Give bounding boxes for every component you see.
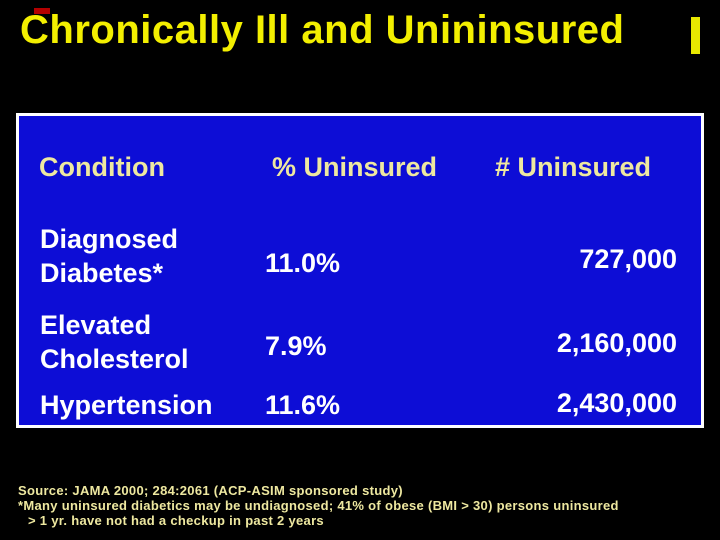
footnote-diabetes: *Many uninsured diabetics may be undiagn… [18,498,619,513]
footnote-checkup: > 1 yr. have not had a checkup in past 2… [28,513,324,528]
table-row-diabetes-condition: Diagnosed Diabetes* [40,222,178,290]
condition-line: Diabetes* [40,258,164,288]
column-header-condition: Condition [39,152,165,182]
condition-line: Diagnosed [40,224,179,254]
red-mark-decoration [34,8,50,14]
table-row-cholesterol-condition: Elevated Cholesterol [40,308,189,376]
table-row-diabetes-num: 727,000 [579,244,677,274]
table-row-hypertension-condition: Hypertension [40,390,213,420]
table-row-diabetes-pct: 11.0% [265,248,341,278]
condition-line: Elevated [40,310,152,340]
condition-line: Cholesterol [40,344,189,374]
table-row-hypertension-num: 2,430,000 [556,388,677,418]
column-header-pct-uninsured: % Uninsured [272,152,438,182]
column-header-num-uninsured: # Uninsured [495,152,652,182]
yellow-bar-decoration [691,17,700,54]
slide-title: Chronically Ill and Unininsured [20,8,625,52]
table-row-hypertension-pct: 11.6% [265,390,341,420]
source-note: Source: JAMA 2000; 284:2061 (ACP-ASIM sp… [18,483,403,498]
table-row-cholesterol-pct: 7.9% [265,331,327,361]
footnotes: Source: JAMA 2000; 284:2061 (ACP-ASIM sp… [18,483,713,528]
table-row-cholesterol-num: 2,160,000 [556,328,677,358]
uninsured-table: Condition % Uninsured # Uninsured Diagno… [16,113,704,428]
